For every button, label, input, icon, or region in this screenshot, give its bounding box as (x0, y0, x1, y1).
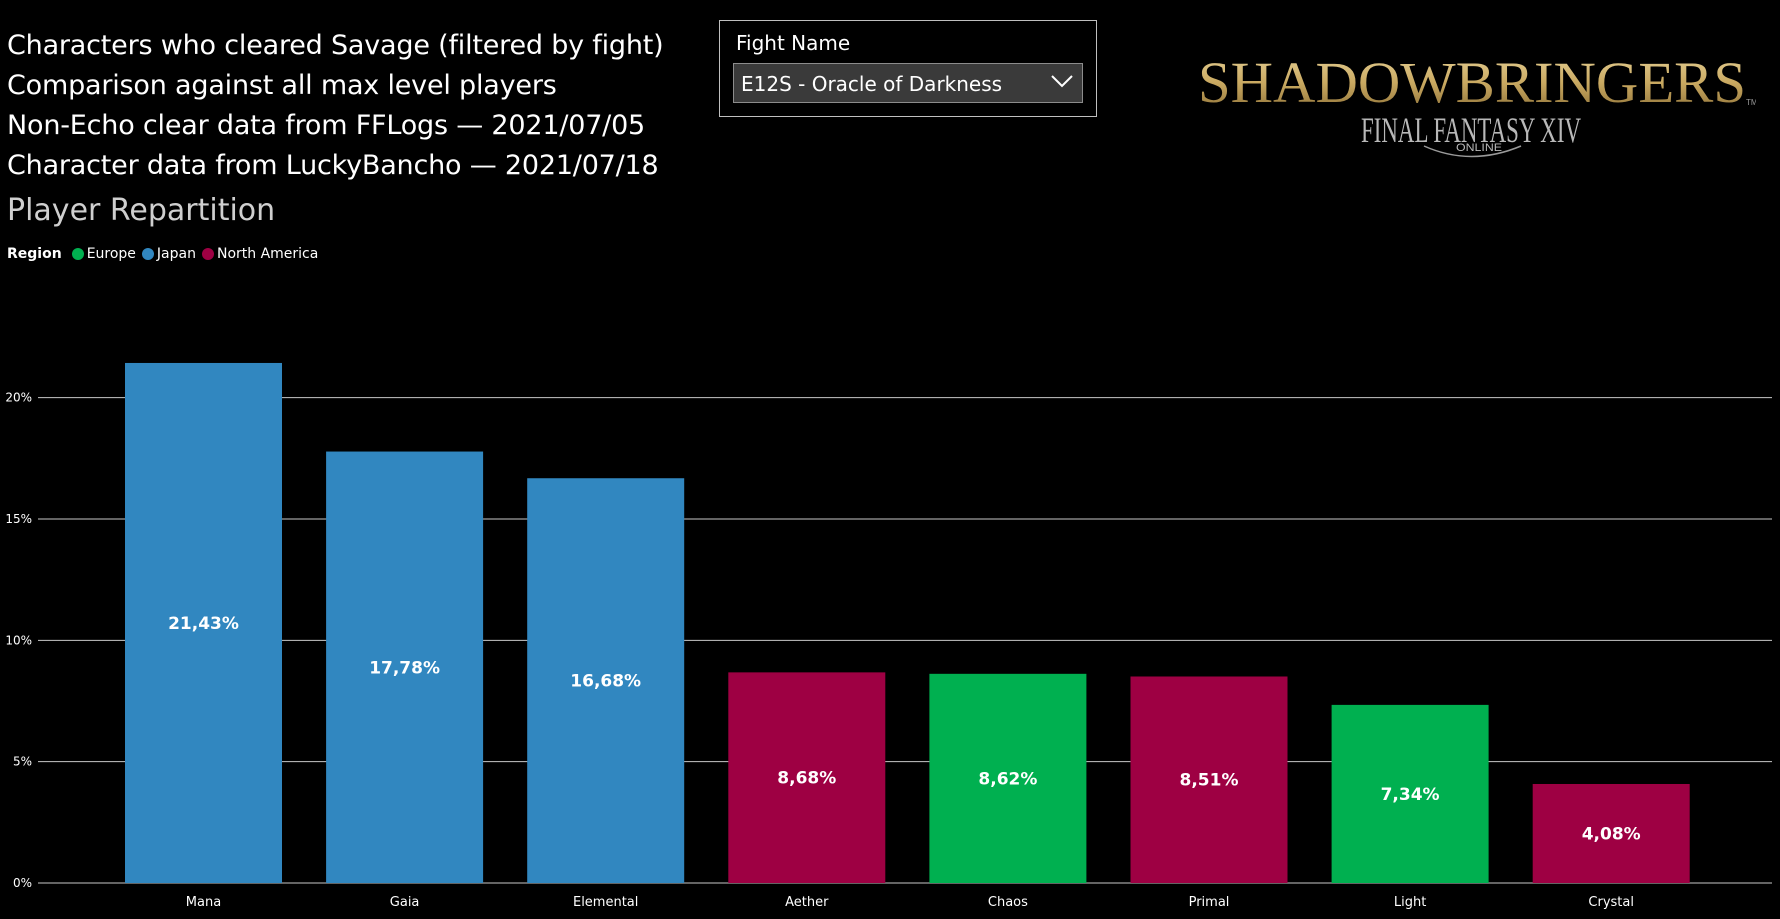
legend-dot-europe (71, 248, 84, 260)
y-tick-label-15: 15% (5, 512, 32, 526)
category-label-light: Light (1394, 895, 1426, 910)
category-label-aether: Aether (785, 895, 829, 910)
legend-dot-north-america (201, 248, 214, 260)
logo-final-fantasy-text: FINAL FANTASY XIV (1361, 110, 1581, 150)
slicer-title: Fight Name (736, 31, 851, 55)
bar-aether[interactable] (728, 672, 886, 883)
category-label-chaos: Chaos (988, 895, 1028, 910)
info-line-4: Character data from LuckyBancho — 2021/0… (7, 150, 659, 181)
bar-crystal[interactable] (1532, 783, 1690, 883)
y-tick-label-20: 20% (5, 391, 32, 405)
logo-swoosh (1423, 145, 1522, 158)
bar-mana[interactable] (125, 362, 282, 883)
bar-gaia[interactable] (326, 451, 484, 883)
y-tick-label-0: 0% (13, 876, 32, 890)
fight-name-slicer: Fight Name E12S - Oracle of Darkness (719, 20, 1097, 117)
legend-label-north-america: North America (216, 246, 319, 262)
data-label-light: 7,34% (1381, 785, 1440, 805)
legend-title: Region (7, 246, 62, 262)
category-label-gaia: Gaia (390, 895, 420, 910)
category-label-mana: Mana (186, 895, 221, 910)
info-text-block: Characters who cleared Savage (filtered … (7, 26, 664, 186)
player-repartition-chart: 0% 5% 10% 15% 20% 21,43% Mana 17,78% Gaia 16,68% E… (5, 362, 1772, 910)
data-label-mana: 21,43% (168, 614, 239, 634)
legend-label-europe: Europe (86, 246, 136, 262)
info-line-3: Non-Echo clear data from FFLogs — 2021/0… (7, 110, 646, 141)
y-tick-label-5: 5% (13, 755, 32, 769)
category-label-primal: Primal (1189, 895, 1230, 910)
category-label-crystal: Crystal (1588, 895, 1634, 910)
data-label-chaos: 8,62% (978, 769, 1037, 789)
logo-online-text: ONLINE (1456, 142, 1502, 154)
bar-layer (125, 362, 1690, 883)
bar-elemental[interactable] (527, 478, 685, 883)
fight-name-dropdown[interactable]: E12S - Oracle of Darkness (733, 63, 1083, 103)
chevron-down-icon[interactable] (1050, 72, 1074, 90)
label-layer: 0% 5% 10% 15% 20% 21,43% Mana 17,78% Gaia 16,68% E… (5, 391, 1640, 910)
chart-legend: Region Europe Japan North America (7, 246, 324, 262)
category-label-elemental: Elemental (573, 895, 638, 910)
data-label-crystal: 4,08% (1582, 824, 1641, 844)
legend-label-japan: Japan (156, 246, 196, 262)
logo-tm-text: TM (1746, 98, 1756, 107)
logo-shadowbringers-text: SHADOWBRINGERS (1198, 50, 1746, 115)
bar-light[interactable] (1331, 704, 1489, 883)
legend-item-north-america[interactable]: North America (201, 246, 319, 262)
data-label-primal: 8,51% (1180, 771, 1239, 791)
data-label-aether: 8,68% (777, 769, 836, 789)
chart-title: Player Repartition (7, 193, 276, 228)
data-label-elemental: 16,68% (570, 672, 641, 692)
info-line-1: Characters who cleared Savage (filtered … (7, 30, 664, 61)
grid-layer (38, 397, 1772, 884)
legend-item-japan[interactable]: Japan (141, 246, 196, 262)
shadowbringers-logo: SHADOWBRINGERS TM FINAL FANTASY XIV ONLI… (1198, 50, 1756, 158)
y-tick-label-10: 10% (5, 633, 32, 647)
fight-name-selected-value: E12S - Oracle of Darkness (741, 72, 1003, 96)
legend-item-europe[interactable]: Europe (71, 246, 136, 262)
info-line-2: Comparison against all max level players (7, 70, 557, 101)
bar-primal[interactable] (1130, 676, 1288, 883)
bar-chaos[interactable] (929, 673, 1087, 883)
legend-dot-japan (141, 248, 154, 260)
data-label-gaia: 17,78% (369, 658, 440, 678)
